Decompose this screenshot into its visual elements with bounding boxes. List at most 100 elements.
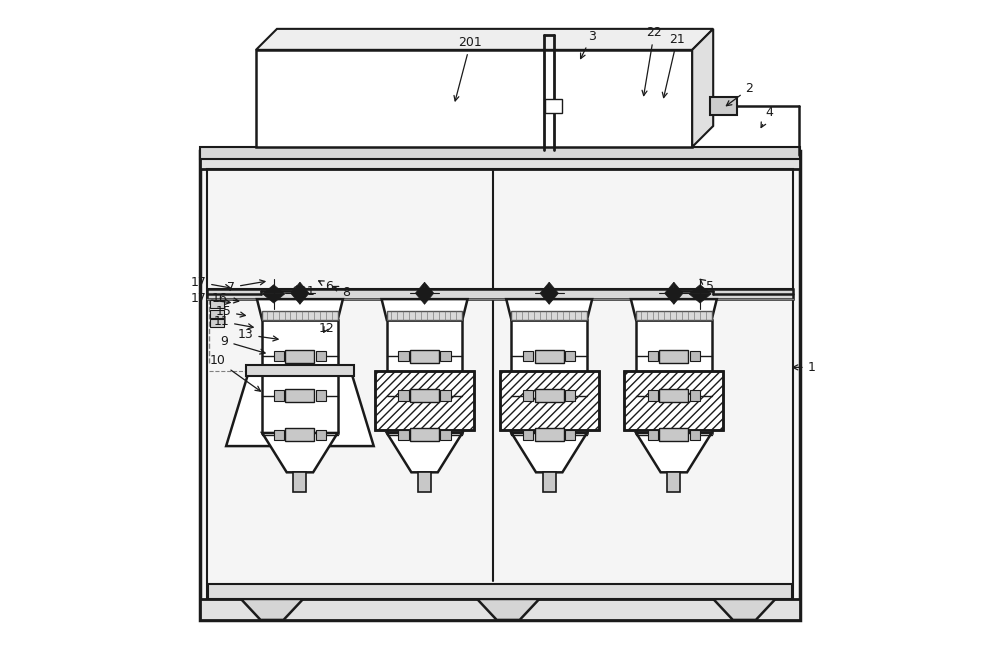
Bar [208,584,792,599]
Polygon shape [549,282,558,304]
Bar [440,390,451,401]
Bar [636,320,712,433]
Text: 22: 22 [642,26,662,96]
Bar [535,428,564,441]
Polygon shape [256,29,713,50]
Polygon shape [241,599,303,620]
Polygon shape [631,299,717,320]
Text: 11: 11 [213,315,253,329]
Polygon shape [540,282,549,304]
Bar [200,151,800,620]
Text: 13: 13 [238,328,278,341]
Text: 7: 7 [227,280,265,294]
Bar [500,371,599,430]
Bar [500,371,599,430]
Polygon shape [689,294,711,303]
Bar [410,428,439,441]
Polygon shape [291,282,300,304]
Polygon shape [477,599,539,620]
Polygon shape [674,282,683,304]
Polygon shape [300,282,309,304]
Bar [375,371,474,430]
Bar [262,320,338,433]
Polygon shape [263,285,285,294]
Polygon shape [257,299,343,320]
Bar [565,351,575,361]
Bar [440,430,451,440]
Bar [648,430,658,440]
Bar [262,311,338,320]
Bar [648,351,658,361]
Bar [387,320,462,433]
Bar [246,365,354,376]
Bar [535,350,564,363]
Bar [398,351,409,361]
Bar [274,390,284,401]
Text: 15: 15 [215,305,245,318]
Polygon shape [263,294,285,303]
Bar [387,311,462,320]
Polygon shape [415,282,425,304]
Bar [667,472,680,492]
Bar [200,147,800,159]
Bar [690,351,700,361]
Bar [535,389,564,402]
Bar [210,300,224,308]
Bar [624,371,723,430]
Bar [523,351,533,361]
Polygon shape [689,285,711,294]
Bar [293,472,306,492]
Polygon shape [713,599,776,620]
Bar [690,390,700,401]
Text: 16: 16 [212,292,239,305]
Bar [274,430,284,440]
Text: 12: 12 [318,321,334,335]
Bar [285,428,314,441]
Bar [207,289,793,299]
Bar [285,389,314,402]
Bar [440,351,451,361]
Bar [418,472,431,492]
Bar [200,151,800,169]
Text: 3: 3 [581,30,596,58]
Polygon shape [665,282,674,304]
Bar [690,430,700,440]
Bar [375,371,474,430]
Bar [274,351,284,361]
Bar [316,430,326,440]
Bar [207,169,793,599]
Bar [636,311,712,320]
Text: 4: 4 [761,106,773,127]
Bar [210,319,224,327]
Bar [659,350,688,363]
Bar [565,390,575,401]
Bar [200,599,800,620]
Bar [523,390,533,401]
Bar [285,350,314,363]
Polygon shape [382,299,468,320]
Bar [523,430,533,440]
Bar [410,350,439,363]
Text: 1: 1 [793,361,816,374]
Text: 5: 5 [700,279,714,293]
Bar [316,390,326,401]
Polygon shape [511,433,587,472]
Text: 6: 6 [319,280,333,293]
Text: 8: 8 [333,286,350,299]
Bar [543,472,556,492]
Bar [410,389,439,402]
Polygon shape [692,29,713,147]
Bar [210,310,224,318]
Polygon shape [425,282,434,304]
Bar [398,390,409,401]
Text: 201: 201 [454,36,482,101]
Text: 9: 9 [221,335,265,354]
Bar [511,320,587,433]
Polygon shape [226,371,374,446]
Bar [398,430,409,440]
Bar [316,351,326,361]
Bar [545,98,562,113]
Polygon shape [387,433,462,472]
Polygon shape [506,299,592,320]
Text: 10: 10 [210,354,260,391]
